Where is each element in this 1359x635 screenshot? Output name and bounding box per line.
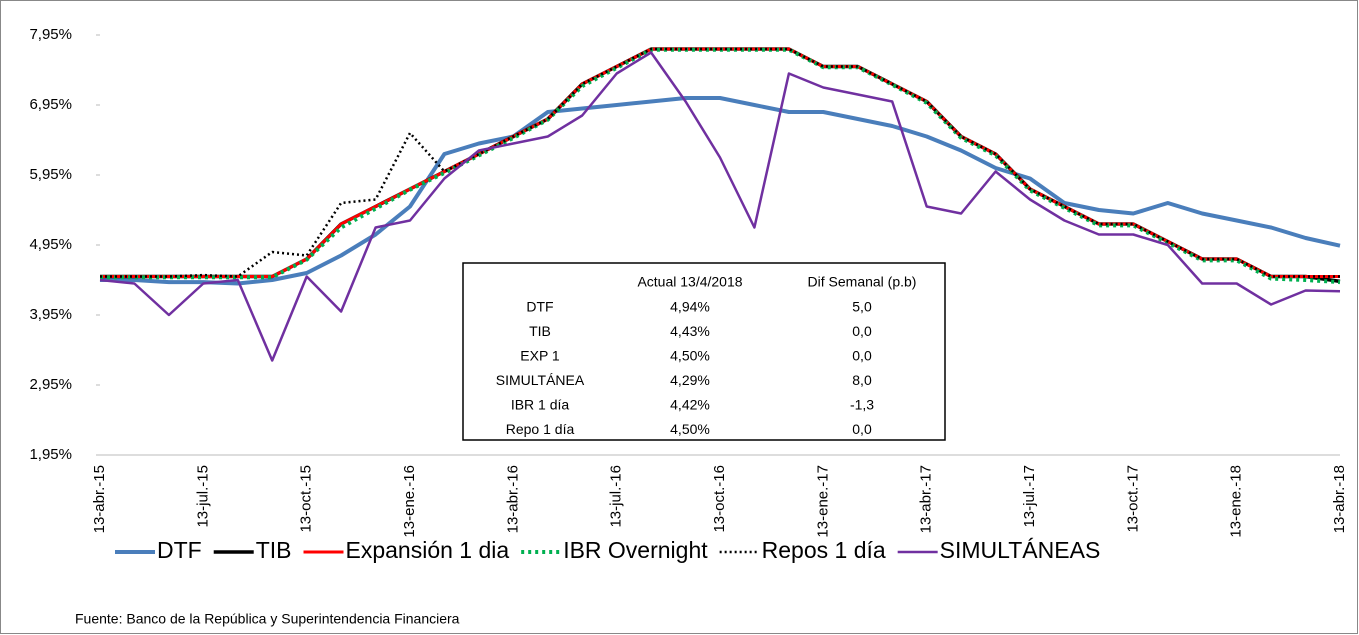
table-cell: 4,29% xyxy=(670,372,710,388)
x-tick-label: 13-abr.-18 xyxy=(1331,465,1348,533)
table-cell: -1,3 xyxy=(850,397,874,413)
table-cell: 4,50% xyxy=(670,348,710,364)
legend-label: Expansión 1 dia xyxy=(346,537,510,563)
table-cell: 4,94% xyxy=(670,299,710,315)
x-tick-label: 13-ene.-16 xyxy=(401,465,418,538)
series-line xyxy=(100,47,1341,285)
y-tick-label: 3,95% xyxy=(29,306,72,323)
x-tick-label: 13-abr.-17 xyxy=(918,465,935,533)
y-tick-label: 7,95% xyxy=(29,26,72,43)
y-tick-label: 4,95% xyxy=(29,236,72,253)
x-tick-label: 13-jul.-16 xyxy=(608,465,625,528)
series-line xyxy=(100,96,1341,286)
table-cell: DTF xyxy=(526,299,553,315)
table-box xyxy=(462,262,946,441)
table-cell: 4,42% xyxy=(670,397,710,413)
table-header: Actual 13/4/2018 xyxy=(637,274,742,290)
x-tick-label: 13-ene.-17 xyxy=(814,465,831,538)
legend-label: DTF xyxy=(157,537,202,563)
table-cell: 5,0 xyxy=(852,299,872,315)
table-cell: 4,50% xyxy=(670,421,710,437)
x-tick-label: 13-oct.-15 xyxy=(298,465,315,533)
table-header: Dif Semanal (p.b) xyxy=(808,274,917,290)
series-line xyxy=(99,51,1341,362)
summary-table: Actual 13/4/2018 Dif Semanal (p.b) DTF 4,94… xyxy=(462,262,946,441)
table-cell: 0,0 xyxy=(852,348,872,364)
x-tick-label: 13-ene.-18 xyxy=(1228,465,1245,538)
table-cell: EXP 1 xyxy=(520,348,560,364)
table-cell: 8,0 xyxy=(852,372,872,388)
table-cell: 0,0 xyxy=(852,421,872,437)
y-tick-label: 2,95% xyxy=(29,376,72,393)
table-cell: Repo 1 día xyxy=(506,421,575,437)
table-cell: 0,0 xyxy=(852,323,872,339)
source: Fuente: Banco de la República y Superint… xyxy=(75,611,460,627)
x-tick-label: 13-jul.-17 xyxy=(1021,465,1038,528)
y-tick-label: 1,95% xyxy=(29,446,72,463)
legend-label: IBR Overnight xyxy=(563,537,708,563)
y-tick-label: 6,95% xyxy=(29,96,72,113)
legend-label: SIMULTÁNEAS xyxy=(940,537,1101,563)
x-tick-label: 13-abr.-16 xyxy=(504,465,521,533)
x-tick-label: 13-jul.-15 xyxy=(194,465,211,528)
x-tick-label: 13-oct.-16 xyxy=(711,465,728,533)
table-cell: SIMULTÁNEA xyxy=(496,372,585,388)
table-cell: TIB xyxy=(529,323,551,339)
x-tick-label: 13-oct.-17 xyxy=(1124,465,1141,533)
x-tick-label: 13-abr.-15 xyxy=(91,465,108,533)
legend-label: TIB xyxy=(256,537,292,563)
y-tick-label: 5,95% xyxy=(29,166,72,183)
table-cell: 4,43% xyxy=(670,323,710,339)
legend: DTF TIB Expansión 1 dia IBR Overnight Repos … xyxy=(115,537,1100,563)
table-cell: IBR 1 día xyxy=(511,397,570,413)
legend-label: Repos 1 día xyxy=(762,537,886,563)
